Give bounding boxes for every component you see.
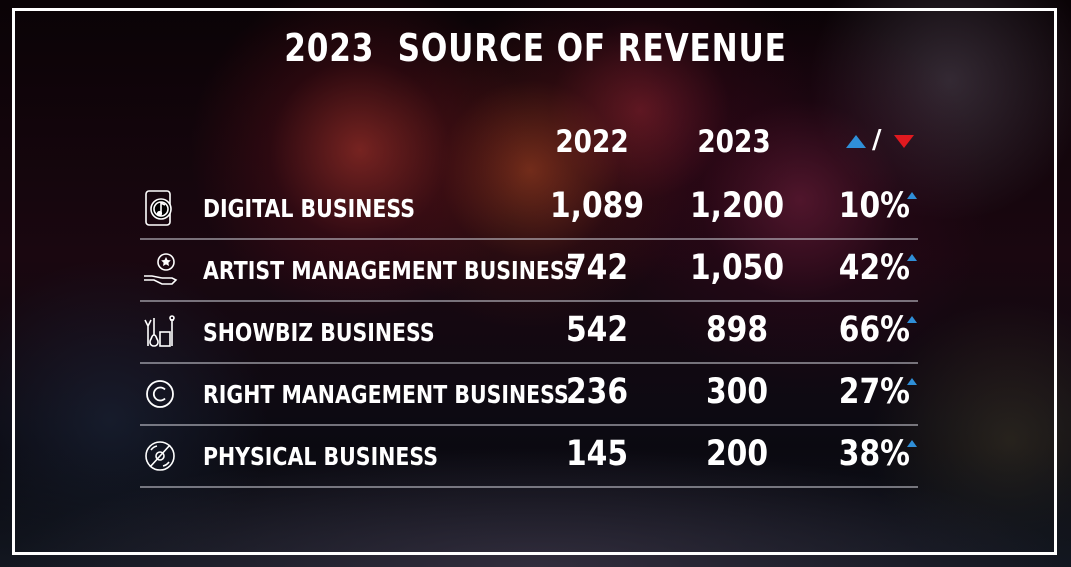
- row-divider: [140, 362, 918, 364]
- disc-icon: [140, 436, 180, 476]
- value-2023: 200: [705, 434, 769, 474]
- value-2022: 145: [565, 434, 629, 474]
- row-label: PHYSICAL BUSINESS: [203, 442, 438, 471]
- copyright-icon: [140, 374, 180, 414]
- change-percent: 42%: [838, 248, 910, 288]
- page-title: 2023 SOURCE OF REVENUE: [284, 26, 787, 70]
- table-row: PHYSICAL BUSINESS 145 200 38%: [140, 426, 918, 488]
- change-legend: /: [846, 125, 916, 155]
- row-label: DIGITAL BUSINESS: [203, 194, 415, 223]
- value-2022: 742: [565, 248, 629, 288]
- value-2023: 1,200: [689, 186, 785, 226]
- increase-triangle-icon: [846, 135, 866, 148]
- increase-arrow-icon: [907, 192, 917, 199]
- hand-star-icon: [140, 250, 180, 290]
- slide-frame: [12, 8, 1057, 555]
- increase-arrow-icon: [907, 378, 917, 385]
- column-header-2022: 2022: [555, 124, 629, 160]
- value-2022: 542: [565, 310, 629, 350]
- row-label: ARTIST MANAGEMENT BUSINESS: [203, 256, 579, 285]
- change-percent: 38%: [838, 434, 910, 474]
- stage-instruments-icon: [140, 312, 180, 352]
- row-label: SHOWBIZ BUSINESS: [203, 318, 435, 347]
- row-divider: [140, 238, 918, 240]
- legend-separator: /: [872, 125, 882, 155]
- row-divider: [140, 424, 918, 426]
- value-2023: 898: [705, 310, 769, 350]
- row-divider: [140, 486, 918, 488]
- table-row: ARTIST MANAGEMENT BUSINESS 742 1,050 42%: [140, 240, 918, 302]
- increase-arrow-icon: [907, 254, 917, 261]
- change-percent: 27%: [838, 372, 910, 412]
- decrease-triangle-icon: [894, 135, 914, 148]
- background-crowd: [0, 447, 1071, 567]
- table-row: SHOWBIZ BUSINESS 542 898 66%: [140, 302, 918, 364]
- row-label: RIGHT MANAGEMENT BUSINESS: [203, 380, 569, 409]
- value-2022: 1,089: [549, 186, 645, 226]
- value-2022: 236: [565, 372, 629, 412]
- row-divider: [140, 300, 918, 302]
- increase-arrow-icon: [907, 440, 917, 447]
- increase-arrow-icon: [907, 316, 917, 323]
- change-percent: 10%: [838, 186, 910, 226]
- table-row: RIGHT MANAGEMENT BUSINESS 236 300 27%: [140, 364, 918, 426]
- column-header-2023: 2023: [697, 124, 771, 160]
- value-2023: 300: [705, 372, 769, 412]
- table-row: DIGITAL BUSINESS 1,089 1,200 10%: [140, 178, 918, 240]
- music-phone-icon: [140, 188, 180, 228]
- value-2023: 1,050: [689, 248, 785, 288]
- change-percent: 66%: [838, 310, 910, 350]
